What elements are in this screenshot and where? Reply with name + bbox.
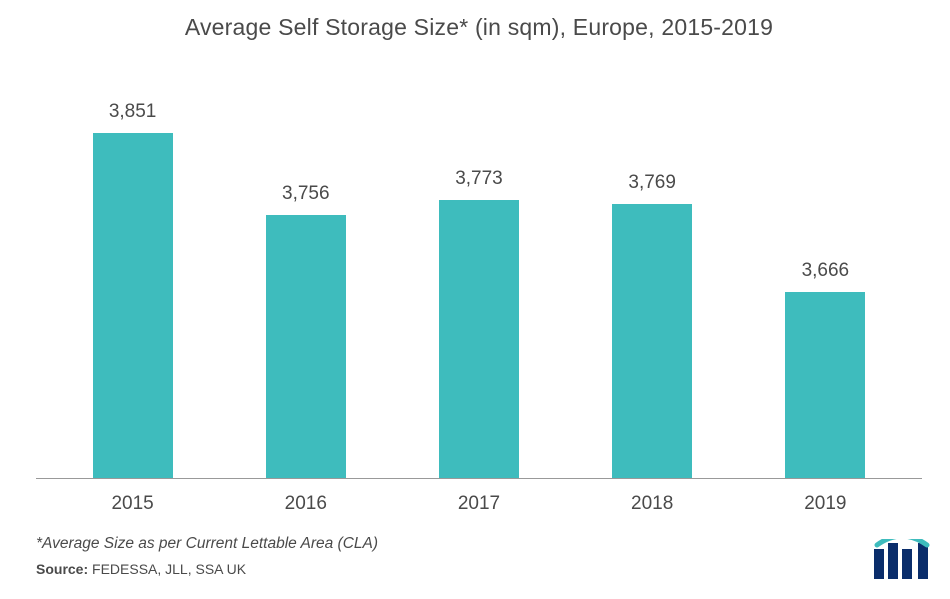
footnote-text: *Average Size as per Current Lettable Ar… xyxy=(36,535,922,553)
bar xyxy=(266,215,346,478)
bar xyxy=(93,133,173,478)
bar xyxy=(439,200,519,478)
source-label: Source: xyxy=(36,561,88,577)
source-text: FEDESSA, JLL, SSA UK xyxy=(88,561,246,577)
brand-logo xyxy=(872,539,932,581)
x-axis: 2015 2016 2017 2018 2019 xyxy=(36,479,922,515)
x-tick-label: 2019 xyxy=(756,493,895,515)
bar-group: 3,851 xyxy=(63,101,202,478)
bar-value-label: 3,756 xyxy=(282,183,330,205)
bar-value-label: 3,769 xyxy=(628,172,676,194)
bar-value-label: 3,666 xyxy=(802,260,850,282)
chart-title: Average Self Storage Size* (in sqm), Eur… xyxy=(36,14,922,41)
bar-value-label: 3,773 xyxy=(455,168,503,190)
x-tick-label: 2016 xyxy=(237,493,376,515)
x-tick-label: 2018 xyxy=(583,493,722,515)
bar-group: 3,666 xyxy=(756,260,895,478)
bar-group: 3,769 xyxy=(583,172,722,478)
x-tick-label: 2017 xyxy=(410,493,549,515)
x-tick-label: 2015 xyxy=(63,493,202,515)
bar-group: 3,756 xyxy=(237,183,376,478)
bar-group: 3,773 xyxy=(410,168,549,478)
bar xyxy=(612,204,692,478)
bar-value-label: 3,851 xyxy=(109,101,157,123)
plot-area: 3,851 3,756 3,773 3,769 3,666 xyxy=(36,69,922,479)
source-line: Source: FEDESSA, JLL, SSA UK xyxy=(36,561,922,577)
bar xyxy=(785,292,865,478)
chart-container: Average Self Storage Size* (in sqm), Eur… xyxy=(0,0,950,599)
